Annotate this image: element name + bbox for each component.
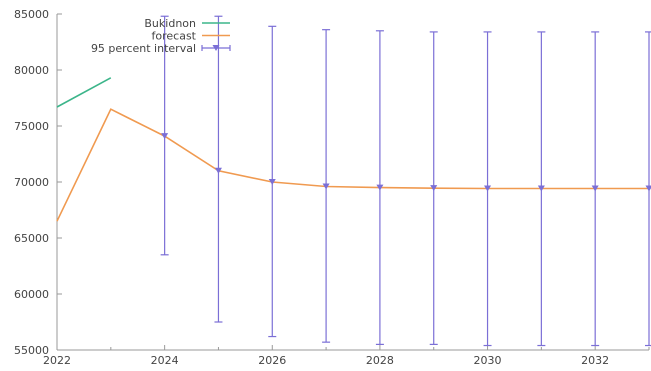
x-tick-label: 2028 xyxy=(366,354,394,367)
bukidnon-line xyxy=(57,78,111,107)
legend-label: forecast xyxy=(152,30,197,43)
x-tick-label: 2032 xyxy=(581,354,609,367)
y-tick-label: 85000 xyxy=(14,8,49,21)
x-tick-label: 2030 xyxy=(474,354,502,367)
x-tick-label: 2026 xyxy=(258,354,286,367)
legend-label: 95 percent interval xyxy=(91,42,196,55)
series-layer xyxy=(57,16,651,345)
y-tick-label: 65000 xyxy=(14,232,49,245)
legend-label: Bukidnon xyxy=(144,17,196,30)
y-tick-label: 60000 xyxy=(14,288,49,301)
y-tick-label: 70000 xyxy=(14,176,49,189)
y-tick-label: 55000 xyxy=(14,344,49,357)
y-tick-label: 80000 xyxy=(14,64,49,77)
x-tick-label: 2024 xyxy=(151,354,179,367)
y-tick-label: 75000 xyxy=(14,120,49,133)
forecast-line xyxy=(57,109,649,221)
